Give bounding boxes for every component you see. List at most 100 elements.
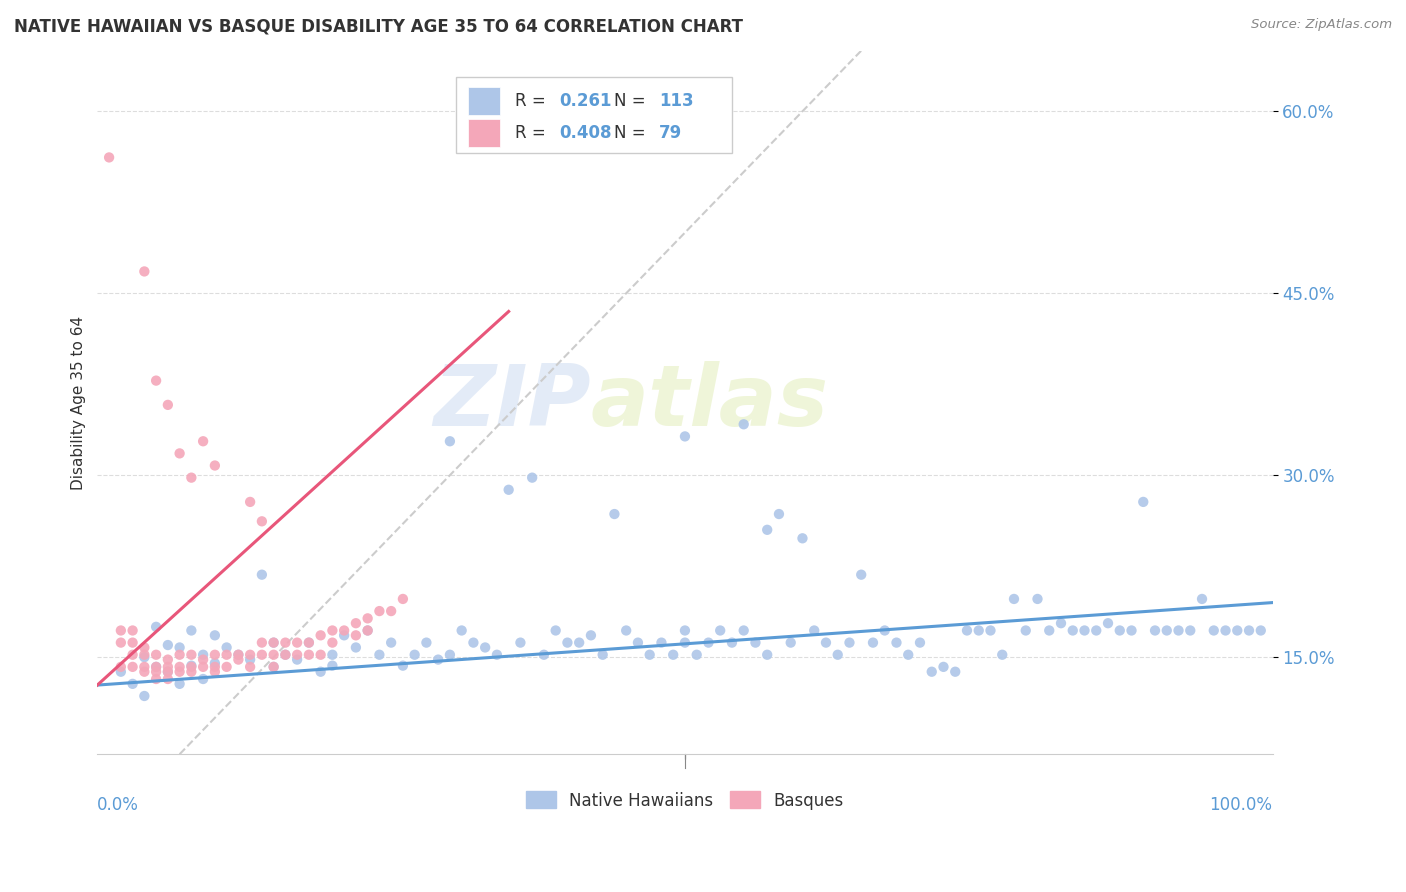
Point [156,665,179,679]
Point [263,660,285,674]
Point [169,446,191,460]
Text: 100.0%: 100.0% [1209,797,1272,814]
Point [356,624,378,638]
Point [333,628,356,642]
Point [851,567,873,582]
Point [697,635,720,649]
Point [191,660,214,674]
Point [298,648,321,662]
Point [415,635,437,649]
Point [274,648,297,662]
Point [298,635,321,649]
Point [1180,624,1202,638]
Point [1215,624,1237,638]
Point [744,635,766,649]
Point [239,652,262,666]
Point [509,635,531,649]
Point [191,434,214,449]
FancyBboxPatch shape [456,77,733,153]
Point [673,635,696,649]
Point [228,648,250,662]
Text: 113: 113 [659,93,693,111]
Point [1108,624,1130,638]
Point [145,672,167,686]
Point [180,658,202,673]
Point [239,648,262,662]
Point [673,429,696,443]
Point [239,660,262,674]
Point [134,640,156,655]
Point [932,660,955,674]
Point [121,624,143,638]
Point [991,648,1014,662]
Point [180,624,202,638]
Point [298,635,321,649]
Point [709,624,731,638]
Point [1085,624,1108,638]
Point [228,652,250,666]
Point [121,635,143,649]
Point [1202,624,1225,638]
Point [169,640,191,655]
Point [134,665,156,679]
Point [873,624,896,638]
Y-axis label: Disability Age 35 to 64: Disability Age 35 to 64 [72,316,86,490]
Point [321,648,343,662]
Point [721,635,744,649]
Point [250,648,273,662]
Point [250,567,273,582]
Point [1132,495,1154,509]
Point [485,648,508,662]
Point [498,483,520,497]
Point [263,660,285,674]
Point [145,648,167,662]
Point [204,648,226,662]
Point [392,591,415,606]
Legend: Native Hawaiians, Basques: Native Hawaiians, Basques [519,785,851,816]
Point [215,640,238,655]
Point [134,650,156,665]
Point [309,628,332,642]
Point [827,648,849,662]
Point [145,660,167,674]
Text: Source: ZipAtlas.com: Source: ZipAtlas.com [1251,18,1392,31]
Point [228,648,250,662]
Point [169,665,191,679]
Point [897,648,920,662]
Point [321,635,343,649]
Point [356,624,378,638]
Point [368,648,391,662]
Text: atlas: atlas [591,361,830,444]
Point [180,470,202,484]
Point [156,660,179,674]
Text: NATIVE HAWAIIAN VS BASQUE DISABILITY AGE 35 TO 64 CORRELATION CHART: NATIVE HAWAIIAN VS BASQUE DISABILITY AGE… [14,18,742,36]
Point [557,635,579,649]
Point [134,264,156,278]
Point [180,660,202,674]
Point [145,665,167,679]
Point [110,665,132,679]
Point [250,514,273,528]
Point [392,658,415,673]
Point [180,648,202,662]
Point [121,660,143,674]
Point [450,624,472,638]
Point [650,635,672,649]
Point [204,628,226,642]
Text: 0.408: 0.408 [560,124,612,142]
Point [603,507,626,521]
Point [321,624,343,638]
Point [145,620,167,634]
Text: N =: N = [614,93,651,111]
Point [344,640,367,655]
Point [215,648,238,662]
Point [204,660,226,674]
Point [156,652,179,666]
Point [356,611,378,625]
Point [463,635,485,649]
Point [404,648,426,662]
Point [285,635,308,649]
Point [204,657,226,671]
Point [145,660,167,674]
Point [943,665,966,679]
